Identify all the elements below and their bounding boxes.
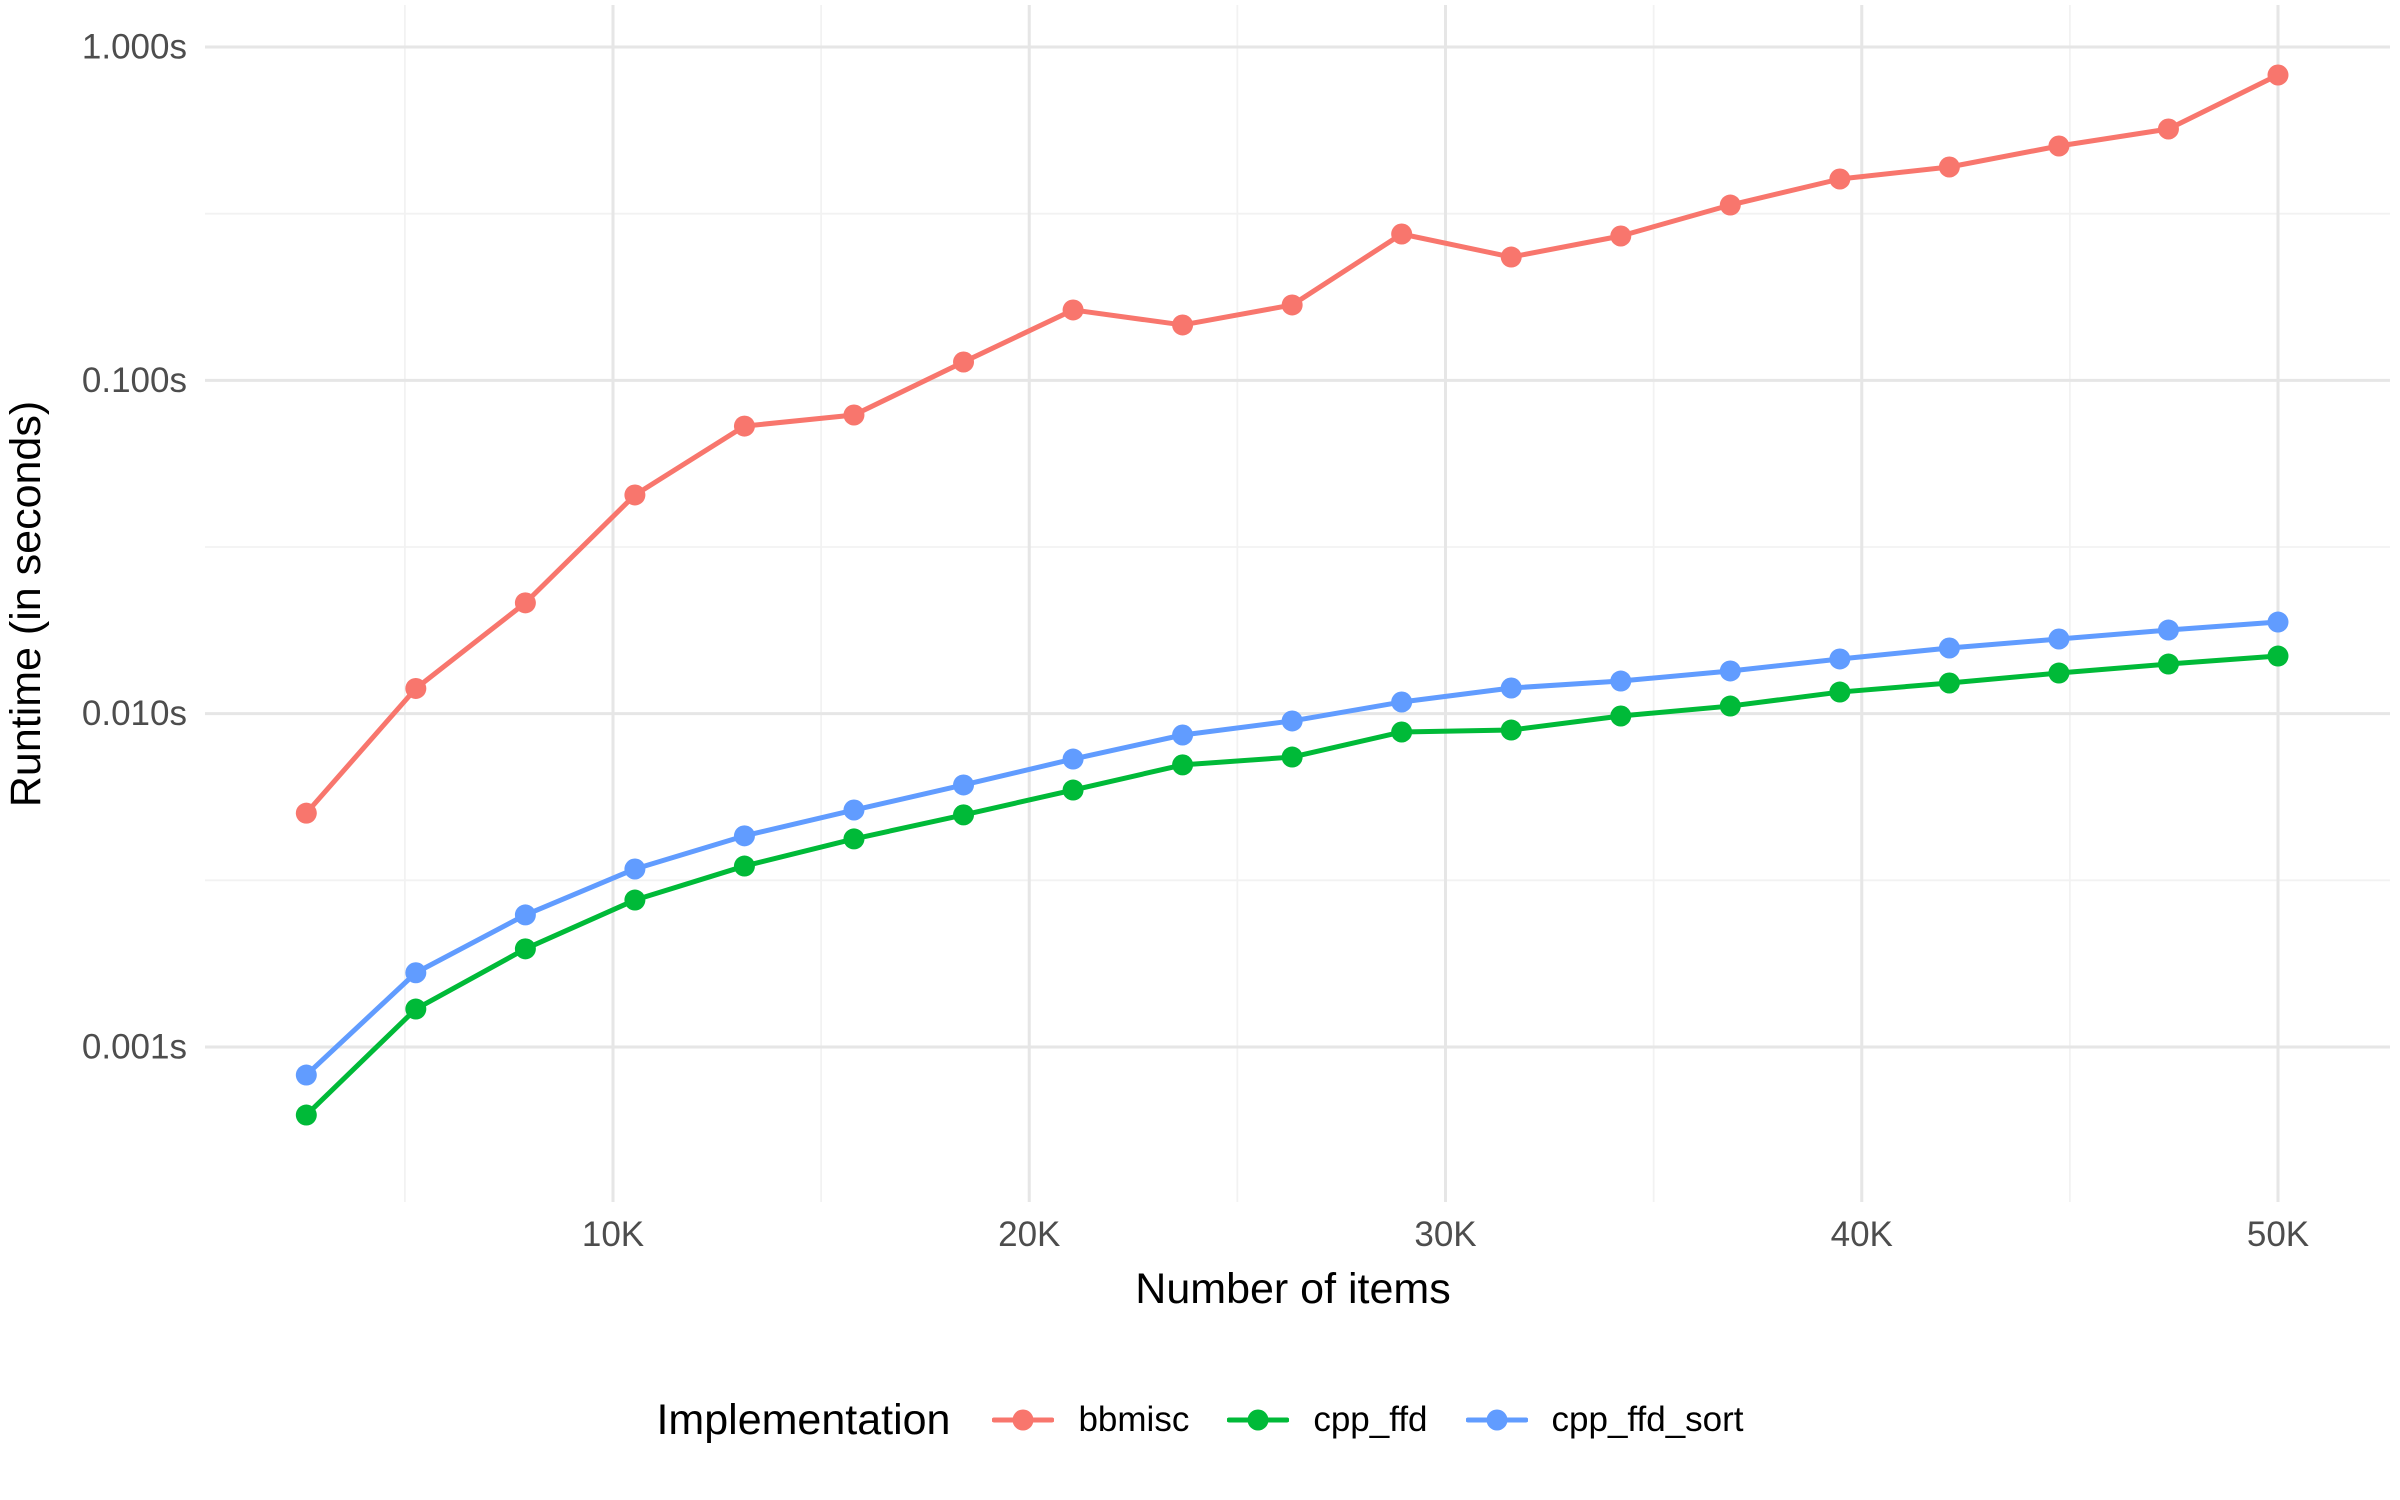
data-point-cpp_ffd [1391, 721, 1413, 743]
x-tick-label: 30K [1414, 1215, 1476, 1254]
data-point-cpp_ffd_sort [1610, 670, 1632, 692]
data-point-bbmisc [1172, 314, 1194, 336]
data-point-bbmisc [843, 404, 865, 426]
data-point-cpp_ffd [514, 938, 536, 960]
data-point-cpp_ffd [1610, 705, 1632, 727]
data-point-cpp_ffd_sort [1391, 691, 1413, 713]
data-point-cpp_ffd [2267, 645, 2289, 667]
data-point-bbmisc [2267, 64, 2289, 86]
data-point-cpp_ffd_sort [733, 825, 755, 847]
legend-label-cpp_ffd: cpp_ffd [1313, 1400, 1428, 1439]
data-point-bbmisc [733, 415, 755, 437]
legend-key-point [1486, 1409, 1508, 1431]
data-point-bbmisc [1062, 299, 1084, 321]
data-point-cpp_ffd_sort [295, 1064, 317, 1086]
x-tick-label: 40K [1831, 1215, 1893, 1254]
minor-gridlines [205, 5, 2390, 1202]
data-point-cpp_ffd_sort [514, 904, 536, 926]
legend-label-bbmisc: bbmisc [1078, 1400, 1190, 1439]
series-cpp_ffd [295, 645, 2289, 1126]
data-point-cpp_ffd_sort [1719, 660, 1741, 682]
data-point-cpp_ffd [1719, 695, 1741, 717]
data-point-cpp_ffd [2048, 662, 2070, 684]
data-point-bbmisc [295, 802, 317, 824]
data-point-cpp_ffd_sort [2267, 611, 2289, 633]
plot-canvas: 10K 20K 30K 40K 50K 1.000s 0.100s 0.010s 0.001s… [2, 5, 2390, 1313]
legend-key-cpp_ffd [1227, 1409, 1290, 1431]
legend-item-cpp_ffd_sort: cpp_ffd_sort [1465, 1400, 1744, 1440]
legend-title: Implementation [656, 1395, 951, 1444]
y-tick-label: 0.001s [82, 1028, 187, 1067]
series-line-cpp_ffd_sort [303, 619, 2281, 1078]
data-point-cpp_ffd [1281, 746, 1303, 768]
data-point-cpp_ffd_sort [405, 962, 427, 984]
data-point-cpp_ffd [843, 828, 865, 850]
legend-item-bbmisc: bbmisc [992, 1400, 1189, 1440]
data-point-cpp_ffd [1172, 754, 1194, 776]
data-point-cpp_ffd_sort [1938, 637, 1960, 659]
data-point-bbmisc [2048, 135, 2070, 157]
legend-label-cpp_ffd_sort: cpp_ffd_sort [1551, 1400, 1744, 1439]
data-point-cpp_ffd [1500, 719, 1522, 741]
data-point-cpp_ffd [953, 804, 975, 826]
data-point-cpp_ffd [1829, 681, 1851, 703]
data-point-cpp_ffd [733, 855, 755, 877]
major-gridlines [205, 5, 2390, 1202]
legend-key-point [1247, 1409, 1269, 1431]
y-axis-tick-labels: 1.000s 0.100s 0.010s 0.001s [82, 28, 187, 1067]
data-point-bbmisc [1719, 194, 1741, 216]
data-point-cpp_ffd_sort [2048, 628, 2070, 650]
data-point-bbmisc [1610, 225, 1632, 247]
data-point-cpp_ffd_sort [1062, 748, 1084, 770]
series-line-bbmisc [303, 72, 2281, 816]
x-tick-label: 50K [2247, 1215, 2309, 1254]
x-tick-label: 20K [998, 1215, 1060, 1254]
data-point-cpp_ffd_sort [624, 858, 646, 880]
data-point-cpp_ffd [1938, 672, 1960, 694]
data-point-cpp_ffd_sort [1829, 648, 1851, 670]
data-point-bbmisc [1829, 168, 1851, 190]
data-point-bbmisc [514, 592, 536, 614]
x-axis-tick-labels: 10K 20K 30K 40K 50K [582, 1215, 2309, 1254]
data-point-bbmisc [1281, 294, 1303, 316]
data-point-cpp_ffd [405, 998, 427, 1020]
y-axis-title: Runtime (in seconds) [2, 401, 50, 807]
legend-key-cpp_ffd_sort [1465, 1409, 1528, 1431]
data-point-cpp_ffd [295, 1104, 317, 1126]
data-point-bbmisc [624, 484, 646, 506]
data-point-bbmisc [2157, 118, 2179, 140]
data-point-bbmisc [1500, 246, 1522, 268]
series-layer [295, 64, 2289, 1126]
legend-item-cpp_ffd: cpp_ffd [1227, 1400, 1428, 1440]
x-tick-label: 10K [582, 1215, 644, 1254]
data-point-cpp_ffd [1062, 779, 1084, 801]
data-point-cpp_ffd [624, 889, 646, 911]
data-point-cpp_ffd_sort [1281, 710, 1303, 732]
data-point-bbmisc [953, 351, 975, 373]
data-point-cpp_ffd_sort [2157, 619, 2179, 641]
data-point-cpp_ffd_sort [843, 799, 865, 821]
y-tick-label: 0.100s [82, 361, 187, 400]
legend-key-point [1012, 1409, 1034, 1431]
legend: Implementation bbmisc cpp_ffd cpp_ffd_sort [0, 1385, 2400, 1455]
data-point-cpp_ffd_sort [1500, 677, 1522, 699]
data-point-cpp_ffd_sort [953, 774, 975, 796]
x-axis-title: Number of items [1135, 1265, 1450, 1313]
data-point-bbmisc [1391, 223, 1413, 245]
data-point-cpp_ffd_sort [1172, 724, 1194, 746]
data-point-bbmisc [405, 677, 427, 699]
series-bbmisc [295, 64, 2289, 824]
y-tick-label: 0.010s [82, 694, 187, 733]
data-point-cpp_ffd [2157, 653, 2179, 675]
data-point-bbmisc [1938, 156, 1960, 178]
series-cpp_ffd_sort [295, 611, 2289, 1086]
y-tick-label: 1.000s [82, 28, 187, 67]
legend-key-bbmisc [992, 1409, 1055, 1431]
